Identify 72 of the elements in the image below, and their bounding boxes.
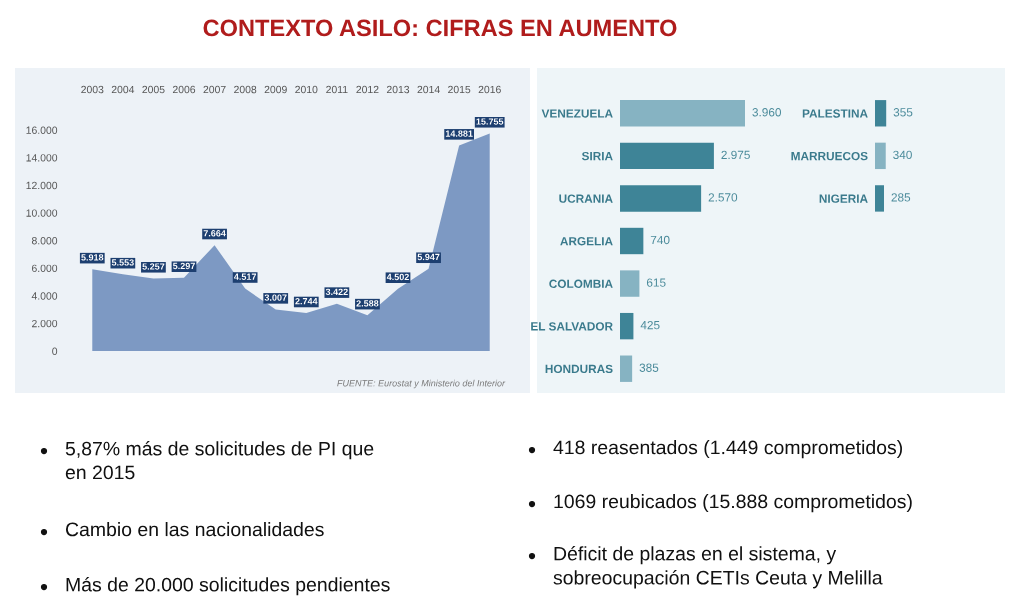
data-label: 2.588 — [356, 300, 379, 307]
x-tick-label: 2013 — [386, 85, 410, 94]
data-label: 5.947 — [417, 253, 440, 261]
data-label: 385 — [639, 363, 659, 372]
y-tick-label: 8.000 — [31, 237, 58, 245]
bar — [620, 100, 745, 127]
data-label: 2.570 — [708, 193, 738, 202]
data-label: 14.881 — [445, 130, 473, 137]
data-label: 3.422 — [325, 288, 348, 296]
data-label: 5.553 — [111, 259, 134, 266]
data-label: 4.517 — [233, 273, 257, 280]
text: 418 reasentados (1.449 comprometidos) — [553, 440, 902, 459]
x-tick-label: 2008 — [234, 85, 257, 94]
data-label: 5.297 — [172, 262, 195, 270]
text: Déficit de plazas en el sistema, y sobreocupación CETIs Ceuta y Melilla — [553, 546, 883, 589]
y-tick-label: 10.000 — [26, 209, 58, 217]
y-tick-label: SIRIA — [581, 151, 613, 161]
y-tick-label: 14.000 — [26, 154, 58, 162]
y-tick-label: UCRANIA — [559, 194, 613, 203]
text: 1069 reubicados (15.888 comprometidos) — [554, 494, 912, 513]
data-label: 615 — [646, 278, 666, 287]
y-tick-label: VENEZUELA — [541, 109, 613, 118]
bar — [620, 142, 714, 170]
data-label: 3.007 — [264, 294, 287, 301]
y-tick-label: MARRUECOS — [791, 151, 868, 161]
data-label: 340 — [893, 150, 912, 160]
bar — [620, 185, 702, 212]
y-tick-label: COLOMBIA — [549, 279, 613, 288]
y-tick-label: NIGERIA — [819, 194, 868, 203]
y-tick-label: ARGELIA — [560, 237, 613, 246]
x-tick-label: 2012 — [356, 85, 379, 94]
x-tick-label: 2015 — [448, 85, 471, 94]
data-label: 5.918 — [81, 254, 104, 261]
data-label: 7.664 — [203, 230, 226, 237]
bar — [620, 312, 634, 340]
bar — [620, 270, 640, 297]
y-tick-label: EL SALVADOR — [531, 322, 613, 331]
y-tick-label: 4.000 — [31, 292, 58, 300]
bar — [620, 227, 644, 255]
x-tick-label: 2009 — [264, 85, 287, 94]
y-tick-label: 6.000 — [32, 264, 58, 272]
y-tick-label: 16.000 — [26, 126, 58, 134]
data-label: 740 — [650, 235, 670, 245]
x-tick-label: 2005 — [142, 85, 165, 94]
data-label: 5.257 — [142, 263, 165, 270]
x-tick-label: 2004 — [111, 85, 135, 94]
data-label: 2.744 — [295, 298, 318, 305]
y-tick-label: 2.000 — [32, 319, 58, 328]
x-tick-label: 2007 — [203, 85, 226, 94]
y-tick-label: 12.000 — [26, 181, 58, 190]
x-tick-label: 2010 — [295, 85, 318, 94]
text: Más de 20.000 solicitudes pendientes — [66, 577, 390, 596]
x-tick-label: 2006 — [172, 85, 196, 94]
y-tick-label: PALESTINA — [802, 109, 868, 118]
data-label: 425 — [640, 320, 660, 330]
x-tick-label: 2003 — [81, 85, 104, 94]
data-label: 15.755 — [476, 118, 504, 125]
text: Cambio en las nacionalidades — [65, 522, 324, 537]
x-tick-label: 2014 — [417, 85, 440, 94]
data-label: 2.975 — [721, 150, 750, 160]
bar — [620, 355, 633, 382]
data-label: 355 — [893, 108, 913, 117]
x-tick-label: 2011 — [326, 85, 348, 94]
chart-title: CONTEXTO ASILO: CIFRAS EN AUMENTO — [203, 19, 677, 37]
y-tick-label: 0 — [52, 347, 58, 355]
data-label: 4.502 — [386, 273, 409, 281]
text: 5,87% más de solicitudes de PI que en 2015 — [65, 441, 374, 480]
source-note: FUENTE: Eurostat y Ministerio del Interior — [337, 379, 506, 389]
x-tick-label: 2016 — [478, 85, 501, 94]
data-label: 285 — [891, 193, 911, 202]
data-label: 3.960 — [752, 108, 782, 117]
y-tick-label: HONDURAS — [545, 364, 613, 374]
